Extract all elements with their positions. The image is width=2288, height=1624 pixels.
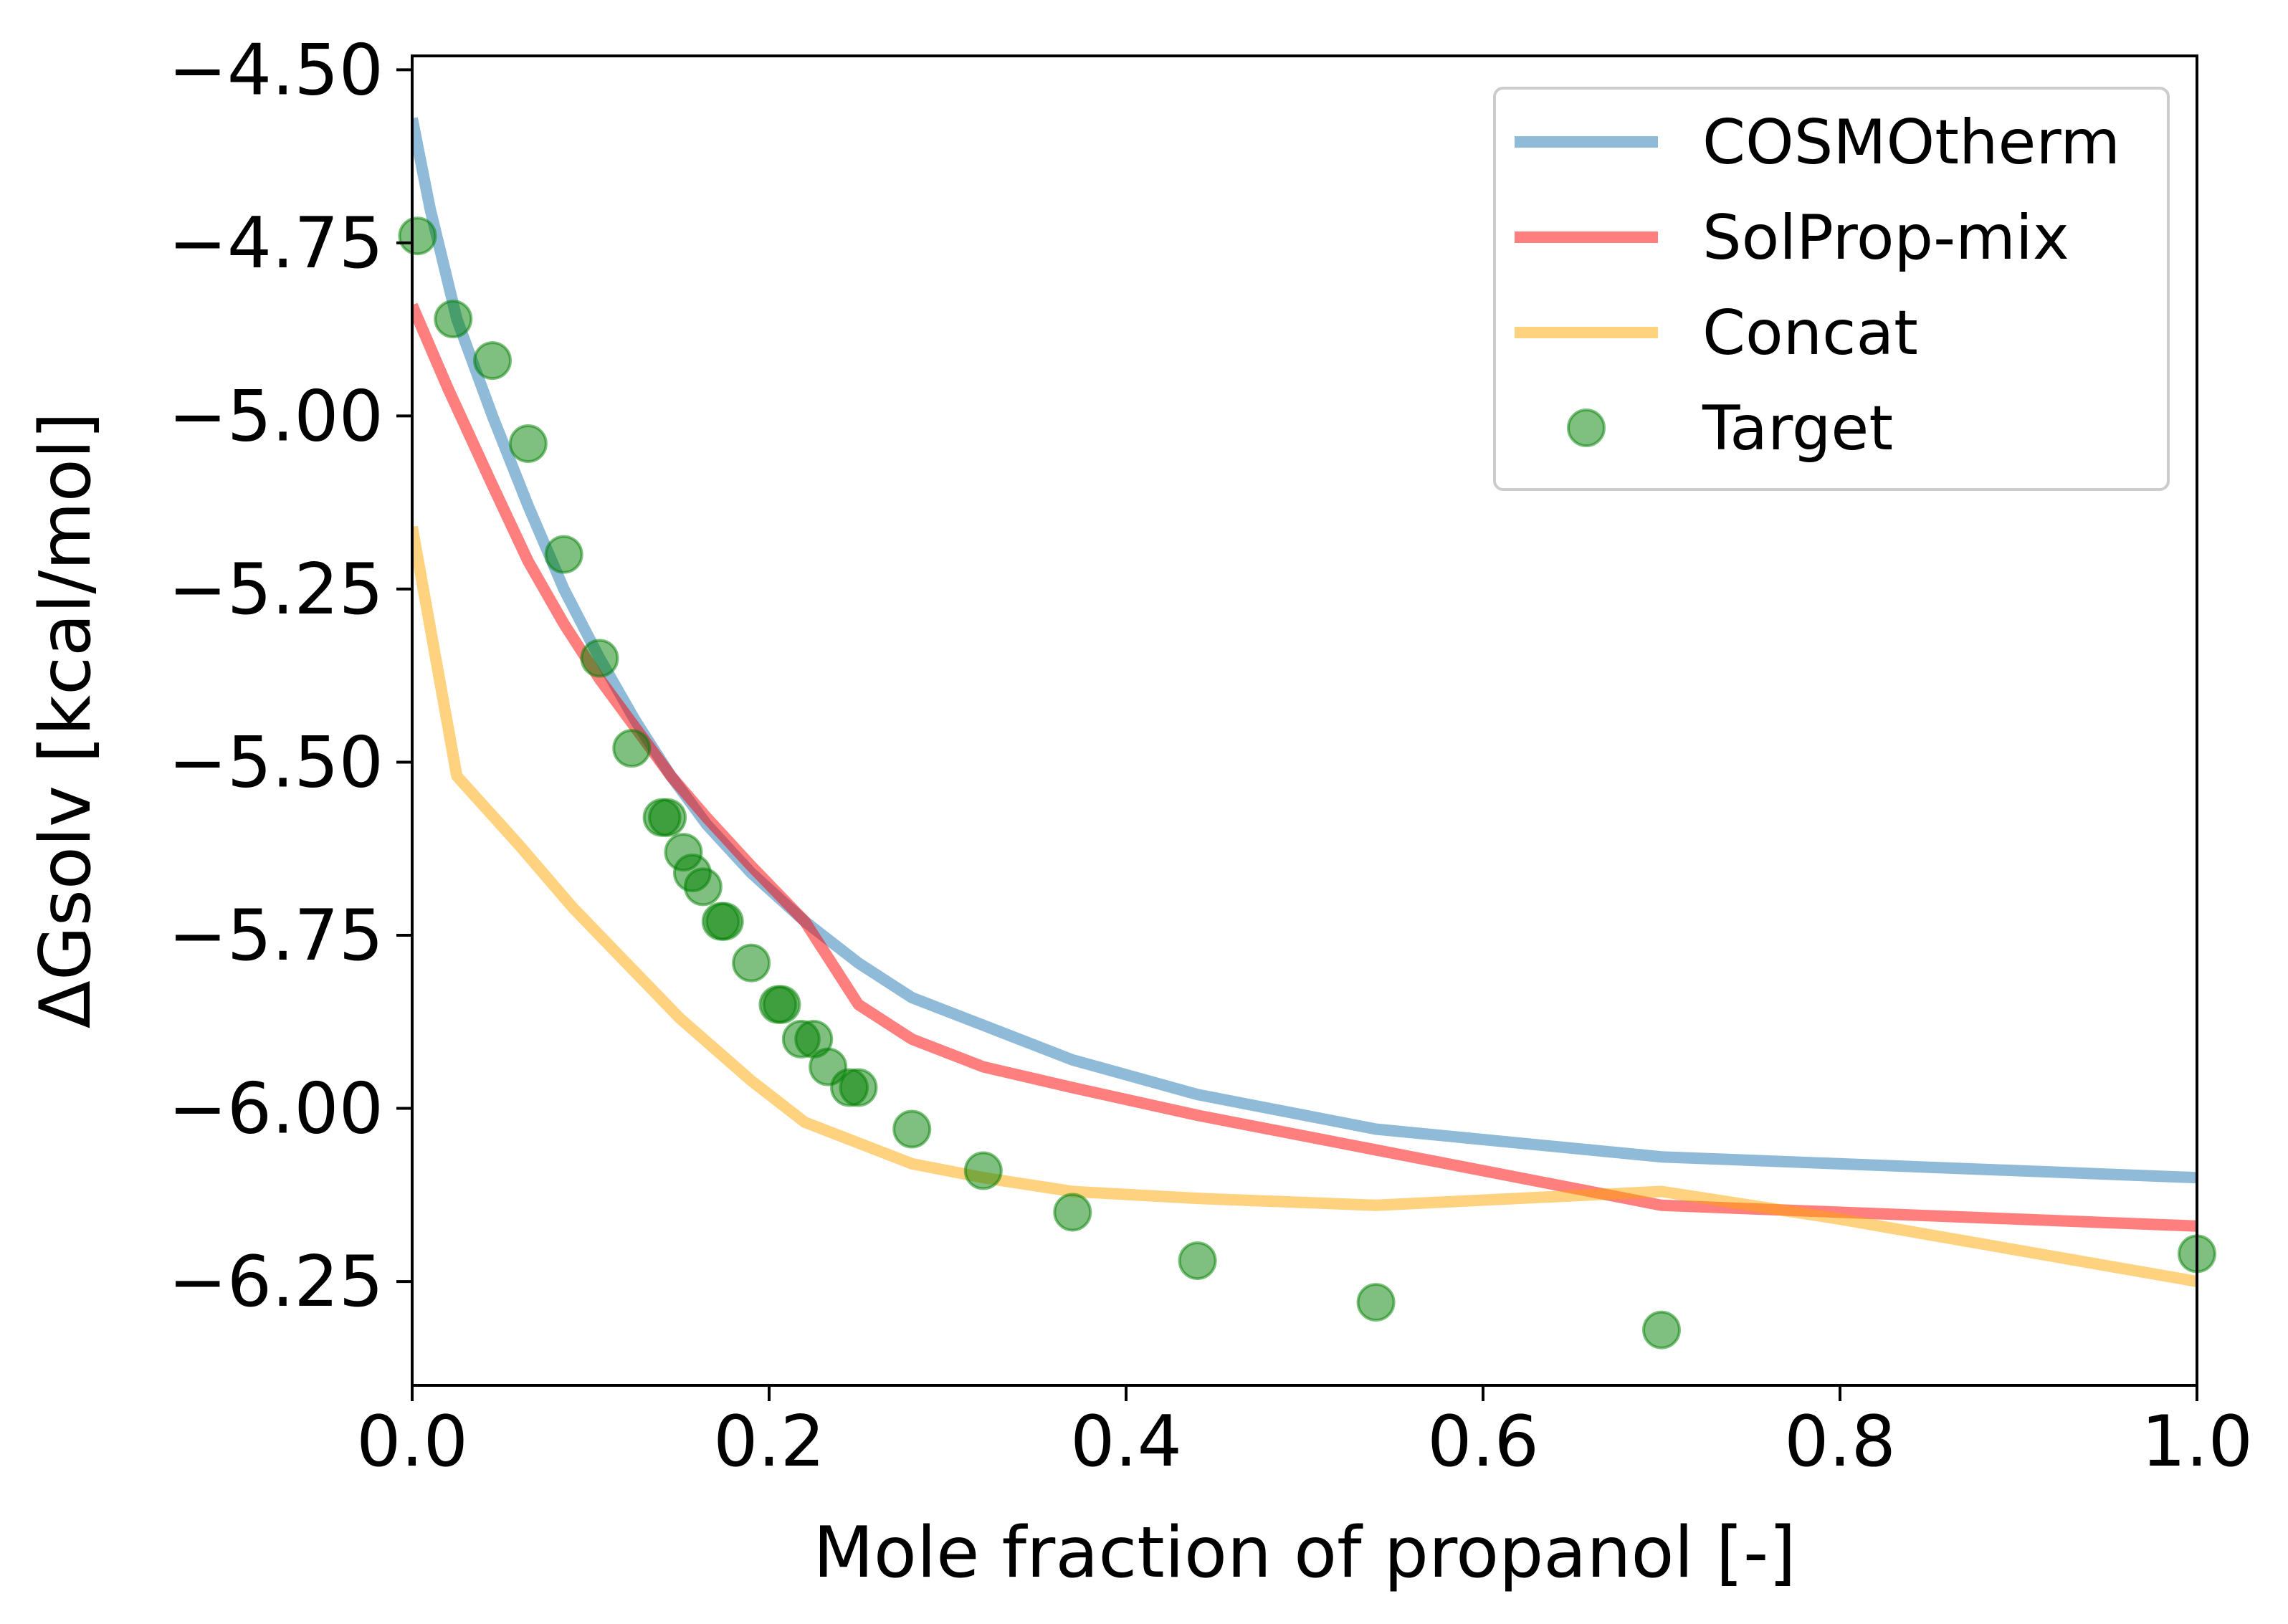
y-axis-label: ΔGsolv [kcal/mol]	[25, 412, 107, 1028]
y-tick-label: −6.00	[168, 1069, 383, 1150]
x-tick-label: 0.4	[1070, 1401, 1182, 1483]
legend-label-cosmotherm: COSMOtherm	[1702, 107, 2120, 178]
scatter-point-target	[648, 798, 687, 837]
legend-label-solprop-mix: SolProp-mix	[1702, 202, 2069, 274]
scatter-point-target	[473, 341, 513, 381]
legend-label-target: Target	[1702, 393, 1893, 464]
scatter-point-target	[1178, 1241, 1217, 1281]
legend-swatch-target	[1567, 409, 1606, 447]
x-tick-label: 0.2	[713, 1401, 825, 1483]
scatter-point-target	[1642, 1310, 1681, 1350]
y-tick-label: −5.75	[168, 895, 383, 977]
scatter-point-target	[398, 216, 437, 256]
scatter-point-target	[544, 535, 583, 574]
series-line-concat	[412, 525, 2197, 1287]
legend-box	[1493, 87, 2170, 491]
scatter-point-target	[580, 639, 619, 678]
x-axis-label: Mole fraction of propanol [-]	[813, 1512, 1796, 1594]
scatter-point-target	[683, 867, 723, 907]
points-layer	[398, 216, 2216, 1350]
x-axis-ticks: 0.0 0.2 0.4 0.6 0.8 1.0	[356, 1385, 2253, 1483]
scatter-point-target	[839, 1068, 878, 1107]
scatter-point-target	[1356, 1283, 1396, 1322]
plot-frame	[411, 54, 2198, 1387]
scatter-point-target	[434, 300, 473, 339]
series-layer	[412, 117, 2197, 1287]
legend: COSMOtherm SolProp-mix Concat Target	[1493, 87, 2170, 491]
scatter-point-target	[892, 1109, 932, 1149]
y-tick-label: −5.50	[168, 722, 383, 803]
y-tick-label: −5.25	[168, 549, 383, 631]
y-tick-label: −4.75	[168, 203, 383, 285]
y-tick-label: −4.50	[168, 29, 383, 111]
y-tick-label: −5.00	[168, 376, 383, 457]
scatter-point-target	[1053, 1193, 1092, 1232]
x-tick-label: 1.0	[2141, 1401, 2253, 1483]
series-line-solprop-mix	[412, 302, 2197, 1232]
scatter-point-target	[732, 943, 771, 983]
scatter-point-target	[612, 729, 652, 768]
scatter-point-target	[705, 902, 744, 941]
y-tick-label: −6.25	[168, 1241, 383, 1323]
scatter-point-target	[508, 424, 548, 464]
x-tick-label: 0.6	[1427, 1401, 1539, 1483]
scatter-point-target	[963, 1151, 1003, 1190]
y-axis-ticks: −4.50 −4.75 −5.00 −5.25 −5.50 −5.75 −6.00 −6.25	[168, 29, 412, 1323]
legend-label-concat: Concat	[1702, 297, 1918, 369]
x-tick-label: 0.8	[1784, 1401, 1896, 1483]
x-tick-label: 0.0	[356, 1401, 468, 1483]
scatter-point-target	[762, 985, 801, 1024]
